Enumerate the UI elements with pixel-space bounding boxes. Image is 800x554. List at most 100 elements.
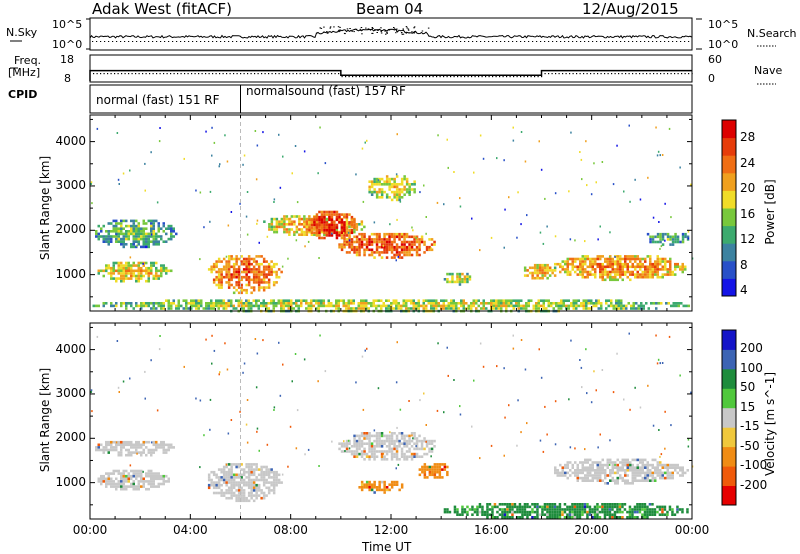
power-echo-cell: [242, 288, 246, 292]
velocity-echo-cell: [576, 469, 579, 472]
power-echo-cell: [125, 266, 128, 270]
velocity-echo-cell: [282, 363, 284, 366]
velocity-echo-cell: [423, 392, 425, 395]
power-echo-cell: [122, 172, 125, 175]
velocity-echo-cell: [624, 469, 627, 472]
power-echo-cell: [644, 268, 647, 271]
nave-point: [457, 76, 459, 78]
power-echo-cell: [230, 283, 233, 287]
velocity-echo-cell: [380, 488, 384, 492]
power-echo-cell: [325, 217, 329, 221]
velocity-echo-cell: [165, 448, 168, 452]
power-echo-cell: [433, 243, 436, 246]
velocity-echo-cell: [260, 473, 263, 477]
power-echo-cell: [435, 299, 438, 302]
power-echo-cell: [235, 283, 238, 287]
power-echo-cell: [400, 188, 404, 191]
power-echo-cell: [122, 243, 125, 246]
power-echo-cell: [322, 302, 325, 305]
power-echo-cell: [130, 272, 133, 275]
velocity-echo-cell: [651, 513, 654, 516]
velocity-echo-cell: [255, 478, 258, 482]
power-echo-cell: [415, 235, 419, 239]
velocity-echo-cell: [275, 473, 278, 477]
nave-point: [184, 73, 186, 75]
power-echo-cell: [352, 302, 355, 305]
velocity-echo-cell: [639, 461, 642, 464]
power-echo-cell: [263, 220, 266, 223]
power-echo-cell: [265, 268, 268, 271]
velocity-echo-cell: [570, 339, 572, 342]
velocity-echo-cell: [616, 505, 619, 509]
nave-point: [310, 73, 312, 75]
power-echo-cell: [283, 223, 286, 226]
power-echo-cell: [629, 255, 632, 258]
power-echo-cell: [167, 224, 170, 228]
power-echo-cell: [393, 193, 396, 196]
power-echo-cell: [280, 304, 283, 308]
power-echo-cell: [112, 272, 115, 275]
velocity-echo-cell: [583, 503, 587, 506]
velocity-echo-cell: [643, 503, 647, 506]
velocity-echo-cell: [606, 474, 609, 477]
velocity-echo-cell: [365, 483, 369, 486]
power-echo-cell: [300, 223, 304, 226]
velocity-echo-cell: [410, 439, 414, 443]
power-echo-cell: [408, 245, 411, 249]
velocity-echo-cell: [112, 469, 115, 473]
velocity-echo-cell: [260, 468, 263, 471]
power-echo-cell: [378, 235, 381, 239]
power-echo-cell: [247, 268, 251, 271]
power-echo-cell: [110, 237, 113, 241]
power-echo-cell: [620, 302, 623, 305]
power-echo-cell: [365, 243, 369, 246]
power-echo-cell: [210, 299, 213, 302]
velocity-echo-cell: [576, 466, 579, 469]
power-echo-cell: [297, 299, 300, 302]
velocity-echo-cell: [373, 458, 376, 461]
power-echo-cell: [102, 269, 105, 273]
power-echo-cell: [674, 235, 677, 239]
power-echo-cell: [270, 302, 273, 305]
power-echo-cell: [95, 230, 98, 233]
nsearch-point: [402, 33, 405, 35]
nsearch-point: [414, 31, 416, 33]
velocity-echo-cell: [140, 477, 143, 481]
velocity-echo-cell: [674, 463, 677, 467]
power-echo-cell: [135, 274, 138, 278]
power-echo-cell: [107, 240, 110, 243]
power-echo-cell: [562, 299, 565, 302]
power-echo-cell: [242, 257, 246, 261]
power-echo-cell: [160, 227, 163, 230]
velocity-echo-cell: [536, 508, 539, 511]
power-echo-cell: [260, 255, 263, 258]
power-echo-cell: [320, 213, 324, 216]
velocity-echo-cell: [520, 339, 523, 341]
velocity-echo-cell: [345, 442, 349, 445]
power-echo-cell: [348, 225, 351, 229]
power-echo-cell: [310, 226, 314, 229]
velocity-echo-cell: [122, 443, 125, 447]
velocity-echo-cell: [601, 369, 604, 371]
nsearch-point: [252, 41, 254, 42]
nsearch-point: [216, 41, 218, 42]
velocity-echo-cell: [661, 513, 664, 516]
power-echo-cell: [282, 307, 285, 310]
power-echo-cell: [608, 255, 611, 258]
power-echo-cell: [615, 304, 618, 308]
velocity-echo-cell: [395, 447, 399, 451]
velocity-echo-cell: [122, 446, 125, 449]
power-echo-cell: [396, 218, 398, 221]
power-echo-cell: [601, 273, 604, 276]
velocity-echo-cell: [125, 453, 128, 457]
nsearch-point: [236, 41, 238, 42]
power-echo-cell: [345, 304, 348, 308]
power-echo-cell: [343, 243, 346, 246]
velocity-echo-cell: [569, 469, 572, 472]
power-echo-cell: [531, 271, 534, 275]
power-echo-cell: [635, 302, 638, 305]
power-echo-cell: [355, 225, 359, 229]
power-echo-cell: [132, 245, 135, 249]
velocity-echo-cell: [546, 516, 549, 519]
power-echo-cell: [97, 237, 100, 241]
